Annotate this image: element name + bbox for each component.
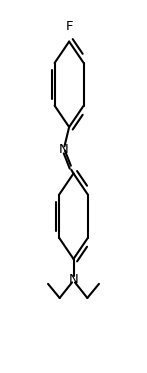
Text: F: F: [65, 21, 73, 34]
Text: N: N: [58, 143, 68, 156]
Text: N: N: [69, 273, 78, 286]
